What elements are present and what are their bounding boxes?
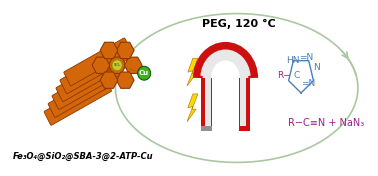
Text: C: C (294, 71, 300, 80)
Text: HN: HN (286, 56, 300, 65)
FancyBboxPatch shape (239, 126, 250, 131)
Text: =N: =N (299, 53, 313, 62)
Text: Fe₃O₄@SiO₂@SBA-3@2-ATP-Cu: Fe₃O₄@SiO₂@SBA-3@2-ATP-Cu (12, 152, 153, 161)
Polygon shape (187, 58, 198, 86)
Polygon shape (124, 57, 142, 73)
Text: PEG, 120 °C: PEG, 120 °C (202, 18, 276, 29)
Polygon shape (116, 42, 134, 59)
FancyBboxPatch shape (44, 77, 112, 125)
FancyBboxPatch shape (56, 54, 123, 102)
FancyBboxPatch shape (48, 70, 115, 117)
Circle shape (138, 66, 151, 80)
Text: SiO₂: SiO₂ (113, 63, 121, 67)
FancyBboxPatch shape (239, 78, 250, 128)
Text: R−: R− (277, 71, 291, 80)
FancyBboxPatch shape (240, 78, 246, 128)
Circle shape (112, 60, 122, 71)
Polygon shape (116, 72, 134, 88)
Polygon shape (108, 57, 126, 73)
FancyBboxPatch shape (64, 38, 131, 86)
Polygon shape (100, 72, 118, 88)
FancyBboxPatch shape (205, 78, 211, 128)
Text: N: N (313, 63, 320, 72)
FancyBboxPatch shape (201, 126, 212, 131)
Polygon shape (92, 57, 110, 73)
Text: Cu: Cu (139, 70, 149, 76)
Polygon shape (100, 42, 118, 59)
Text: =N: =N (301, 78, 315, 87)
FancyBboxPatch shape (60, 46, 127, 94)
FancyBboxPatch shape (201, 78, 212, 128)
Polygon shape (187, 94, 198, 122)
Text: R−C≡N + NaN₃: R−C≡N + NaN₃ (288, 118, 364, 128)
FancyBboxPatch shape (52, 62, 119, 109)
